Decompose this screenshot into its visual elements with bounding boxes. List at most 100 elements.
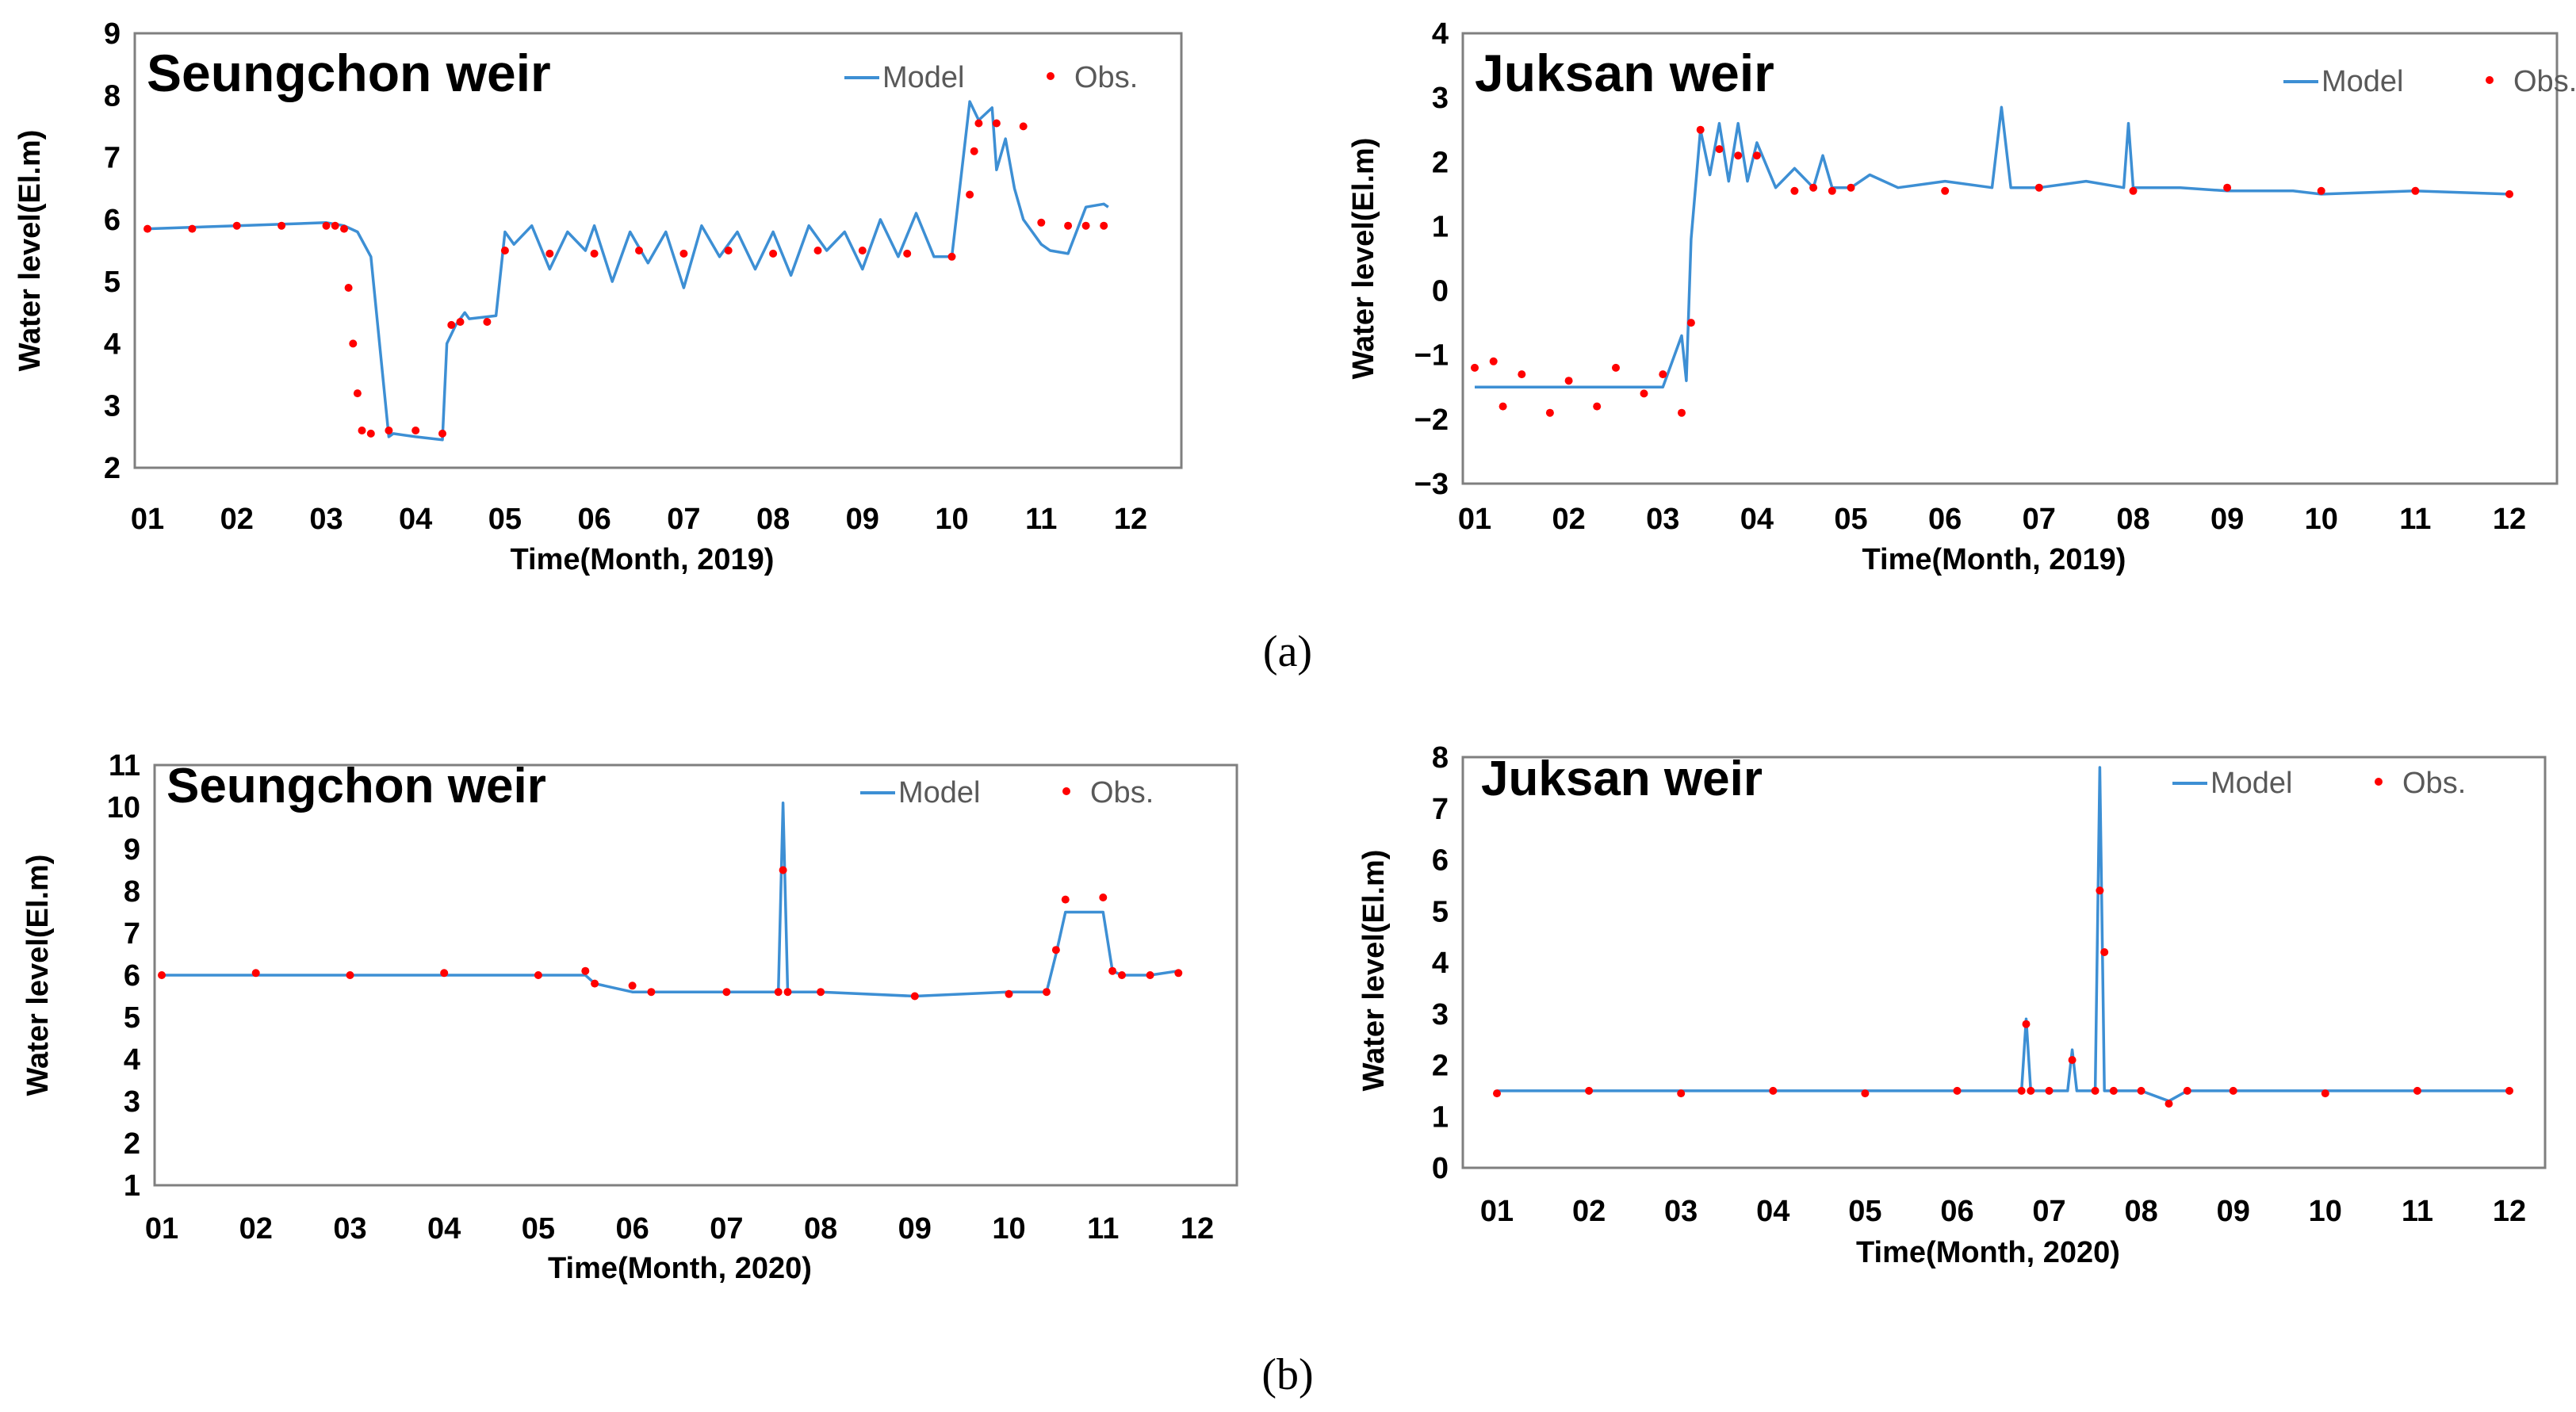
obs-point [1545,408,1554,417]
y-tick-label: 1 [124,1169,140,1203]
obs-point [2034,183,2043,192]
x-tick-label: 12 [2493,1195,2526,1228]
obs-point [769,249,778,258]
legend-model-label: Model [2321,65,2404,98]
x-tick-label: 09 [846,503,879,536]
obs-point [1081,221,1090,230]
obs-point [635,247,643,254]
obs-point [858,247,867,254]
y-tick-label: 0 [1432,275,1449,308]
y-tick-label: 1 [1432,1100,1449,1134]
obs-point [1752,151,1761,160]
obs-point [1678,408,1686,417]
obs-point [1493,1089,1501,1098]
x-tick-label: 02 [1552,503,1585,536]
obs-point [590,249,599,258]
obs-point [813,247,822,254]
x-tick-label: 12 [1114,503,1147,536]
obs-point [722,988,731,997]
y-tick-label: 3 [124,1085,140,1119]
y-tick-label: 6 [104,204,121,237]
y-tick-label: 8 [104,79,121,113]
obs-point [1659,370,1667,379]
x-tick-label: 08 [804,1212,837,1246]
chart-title: Seungchon weir [167,759,546,813]
y-tick-label: 4 [1432,947,1449,980]
obs-point [2317,186,2325,195]
obs-point [344,284,353,292]
obs-point [1769,1086,1778,1095]
y-axis-label: Water level(El.m) [1347,138,1380,380]
obs-point [1019,122,1028,131]
obs-point [1108,966,1117,975]
plot-frame [133,32,1183,469]
y-tick-label: 2 [1432,1050,1449,1083]
x-tick-label: 01 [131,503,164,536]
legend-obs-swatch [2486,76,2494,84]
obs-point [992,119,1001,128]
obs-point [2045,1086,2054,1095]
obs-point [232,221,241,230]
obs-point [647,988,656,997]
obs-point [2068,1056,2076,1064]
obs-point [2091,1086,2099,1095]
x-tick-label: 02 [239,1212,273,1246]
x-tick-label: 06 [577,503,611,536]
obs-point [1100,221,1108,230]
obs-point [545,249,554,258]
obs-point [1037,218,1046,227]
obs-point [2183,1086,2191,1095]
obs-point [947,252,956,261]
x-tick-label: 06 [1928,503,1962,536]
x-tick-label: 03 [333,1212,366,1246]
x-tick-label: 05 [1848,1195,1881,1228]
y-tick-label: 3 [1432,998,1449,1031]
obs-point [779,866,787,874]
x-tick-label: 09 [2210,503,2244,536]
obs-point [1847,183,1855,192]
obs-point [1064,221,1073,230]
obs-point [158,971,166,979]
legend-obs-label: Obs. [1090,776,1154,809]
y-tick-label: 7 [1432,793,1449,826]
y-tick-label: 0 [1432,1152,1449,1185]
y-tick-label: −3 [1414,468,1449,501]
obs-point [1564,377,1573,385]
legend-obs-label: Obs. [2402,767,2466,800]
y-tick-label: 4 [124,1043,140,1077]
x-tick-label: 10 [935,503,968,536]
x-tick-label: 09 [898,1212,932,1246]
obs-point [2129,186,2138,195]
y-tick-label: 3 [104,390,121,423]
obs-point [2022,1020,2031,1028]
model-series-line [162,801,1179,998]
y-tick-label: 6 [124,959,140,993]
obs-point [1941,186,1950,195]
obs-point [966,190,974,199]
model-series-line [1497,766,2509,1103]
obs-point [970,147,978,155]
obs-point [1677,1089,1686,1098]
obs-point [1612,363,1620,372]
obs-point [340,224,348,233]
x-tick-label: 03 [1664,1195,1698,1228]
x-tick-label: 02 [1572,1195,1606,1228]
x-tick-label: 11 [2402,1195,2433,1228]
obs-point [783,988,792,997]
y-tick-label: 7 [104,142,121,175]
x-tick-label: 02 [220,503,254,536]
x-tick-label: 07 [667,503,700,536]
x-tick-label: 06 [615,1212,649,1246]
obs-point [346,971,354,979]
legend-obs-label: Obs. [2513,65,2576,98]
obs-point [1593,402,1602,411]
legend-model-label: Model [882,61,965,94]
obs-point [2505,1086,2513,1095]
x-tick-label: 08 [2116,503,2149,536]
caption-b: (b) [1261,1350,1313,1399]
y-tick-label: 10 [107,791,140,825]
obs-point [2321,1089,2329,1098]
